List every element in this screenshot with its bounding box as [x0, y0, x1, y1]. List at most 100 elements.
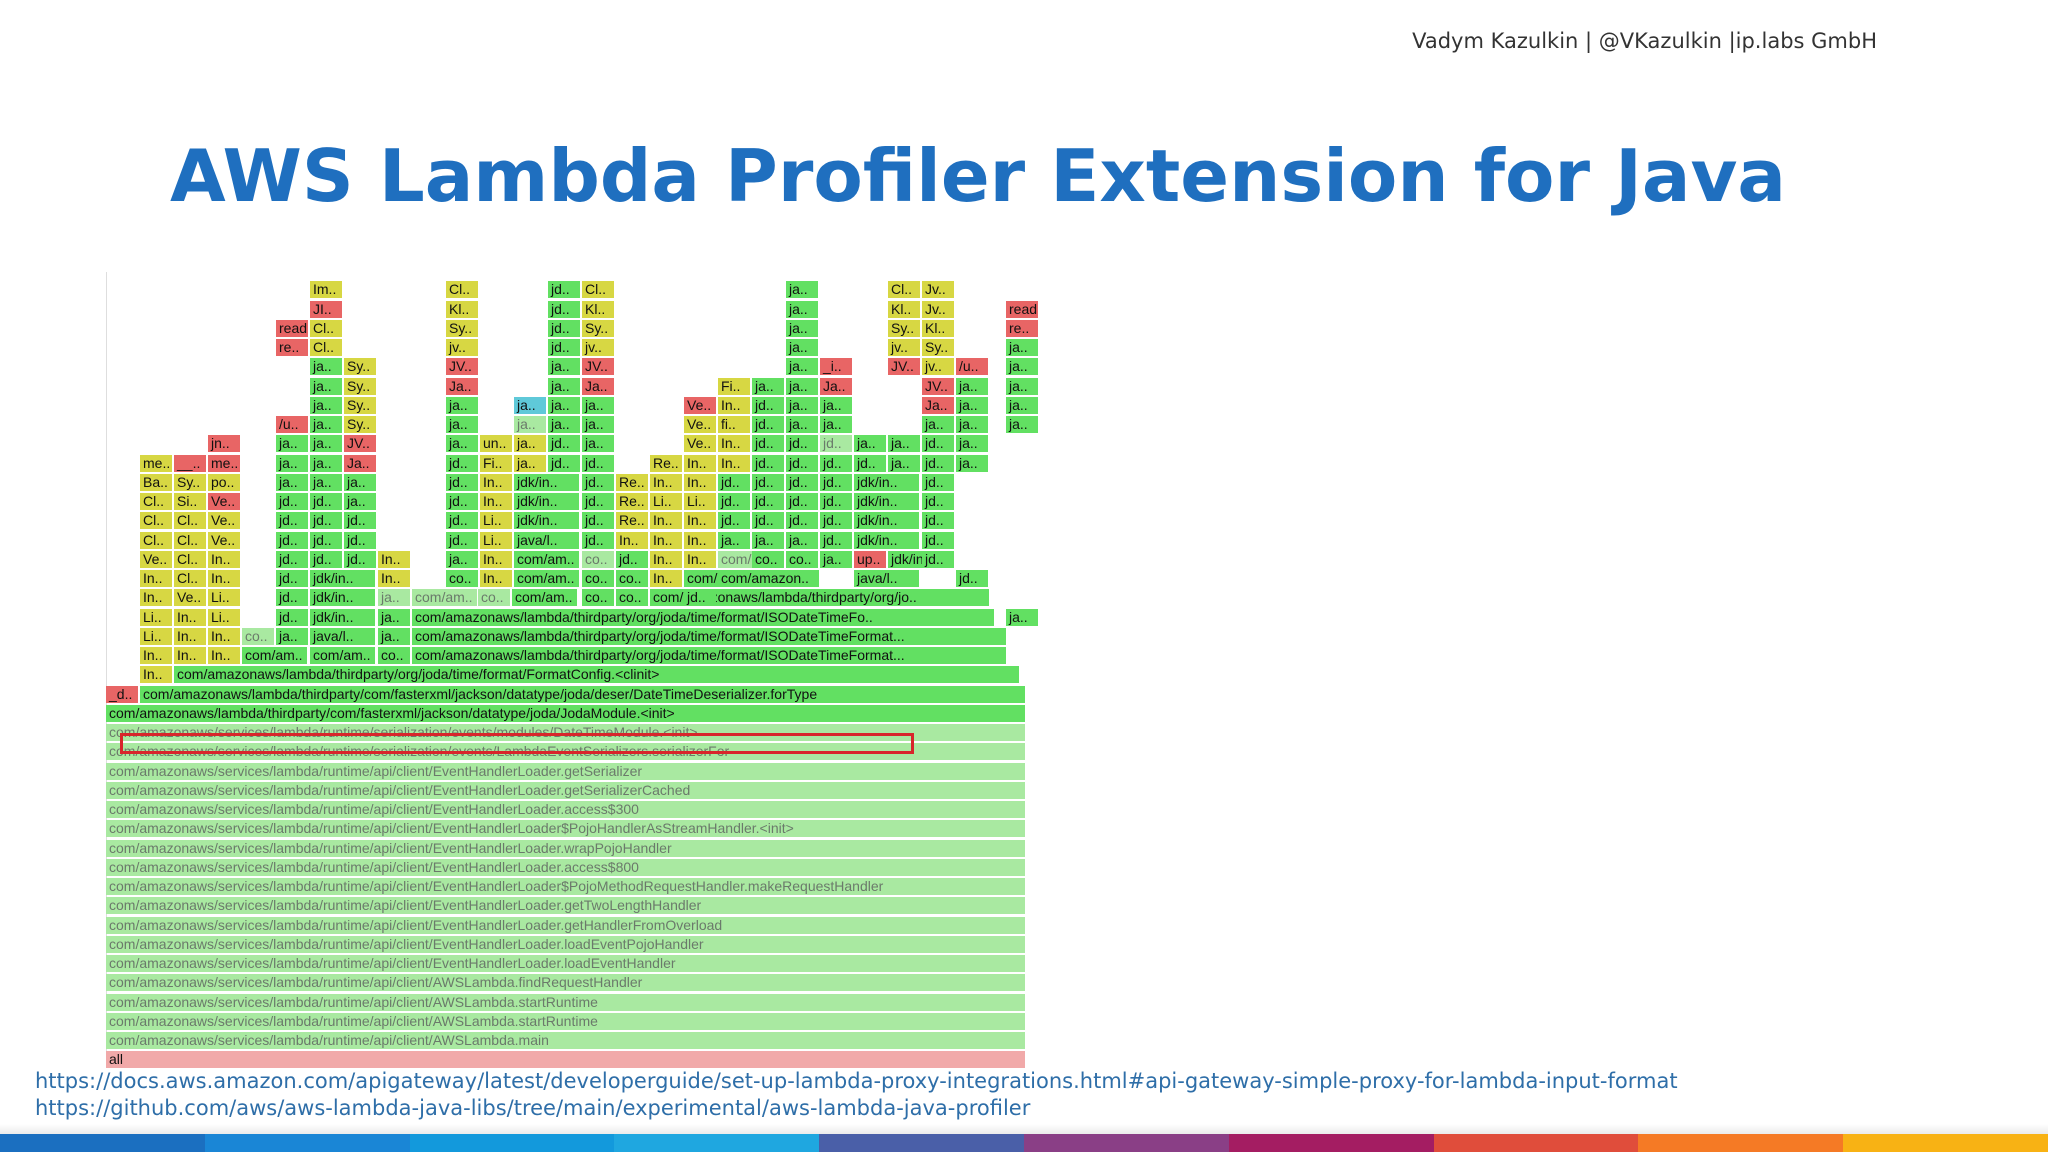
flame-frame[interactable]: ja.. — [752, 377, 784, 395]
flame-frame[interactable]: jd.. — [820, 473, 852, 491]
flame-frame[interactable]: jd.. — [786, 512, 818, 530]
flame-frame[interactable]: In.. — [174, 647, 206, 664]
flame-frame[interactable]: ja.. — [786, 531, 818, 549]
flame-frame[interactable]: jdk/in.. — [310, 570, 375, 587]
flame-frame[interactable]: jv.. — [446, 339, 478, 356]
flame-frame[interactable]: Li.. — [684, 493, 716, 510]
flame-frame[interactable]: jd.. — [718, 512, 750, 530]
flame-frame[interactable]: jdk/in.. — [854, 473, 919, 491]
flame-frame[interactable]: Fi.. — [480, 454, 512, 472]
flame-frame[interactable]: Sy.. — [582, 319, 614, 337]
flame-frame[interactable]: Ve.. — [208, 531, 240, 549]
flame-frame[interactable]: ja.. — [344, 473, 376, 491]
flame-frame[interactable]: jd.. — [276, 493, 308, 510]
flame-frame[interactable]: ja.. — [922, 416, 954, 433]
flame-frame[interactable]: ja.. — [582, 416, 614, 433]
flame-frame[interactable]: Re.. — [616, 473, 648, 491]
flame-frame[interactable]: In.. — [684, 454, 716, 472]
flame-frame[interactable]: ja.. — [548, 396, 580, 414]
flame-frame[interactable]: com/amazonaws/services/lambda/runtime/ap… — [106, 1032, 1025, 1049]
flame-frame[interactable]: com/amazonaws/lambda/thirdparty/org/joda… — [412, 627, 1006, 645]
flame-frame[interactable]: com/amazon.. — [718, 570, 817, 587]
flame-frame[interactable]: In.. — [718, 435, 750, 453]
flame-frame[interactable]: In.. — [650, 570, 682, 587]
flame-frame[interactable]: ja.. — [276, 454, 308, 472]
flame-frame[interactable]: In.. — [378, 570, 410, 587]
flame-frame[interactable]: java/l.. — [310, 627, 375, 645]
flame-frame[interactable]: ja.. — [1006, 339, 1038, 356]
flame-frame[interactable]: Sy.. — [446, 319, 478, 337]
flame-frame[interactable]: ja.. — [786, 300, 818, 318]
flame-frame[interactable]: ja.. — [956, 396, 988, 414]
flame-frame[interactable]: jd.. — [820, 493, 852, 510]
flame-frame[interactable]: com/amazonaws/lambda/thirdparty/org/joda… — [412, 647, 1006, 664]
flame-frame[interactable]: Cl.. — [174, 550, 206, 568]
flame-frame[interactable]: me.. — [208, 454, 240, 472]
flame-frame[interactable]: up.. — [854, 550, 886, 568]
flame-frame[interactable]: In.. — [480, 493, 512, 510]
flame-frame[interactable]: Re.. — [650, 454, 682, 472]
flame-frame[interactable]: fi.. — [718, 416, 750, 433]
flame-frame[interactable]: In.. — [480, 473, 512, 491]
flame-frame[interactable]: Sy.. — [922, 339, 954, 356]
flame-frame[interactable]: com/amazonaws/services/lambda/runtime/ap… — [106, 993, 1025, 1011]
reference-link-github[interactable]: https://github.com/aws/aws-lambda-java-l… — [35, 1096, 1031, 1120]
flame-frame[interactable]: jd.. — [922, 435, 954, 453]
flame-frame[interactable]: co.. — [752, 550, 784, 568]
flame-frame[interactable]: JV.. — [922, 377, 954, 395]
flame-frame[interactable]: com/amazonaws/services/lambda/runtime/ap… — [106, 1012, 1025, 1030]
flame-frame[interactable]: jd.. — [582, 512, 614, 530]
flame-frame[interactable]: ja.. — [310, 358, 342, 376]
flame-frame[interactable]: ja.. — [1006, 608, 1038, 626]
flame-frame[interactable]: un.. — [480, 435, 512, 453]
flame-frame[interactable]: jd.. — [344, 531, 376, 549]
flame-frame[interactable]: ja.. — [888, 435, 920, 453]
flame-frame[interactable]: com/amazonaws/services/lambda/runtime/ap… — [106, 762, 1025, 780]
flame-frame[interactable]: com/amazonaws/services/lambda/runtime/ap… — [106, 955, 1025, 972]
flame-frame[interactable]: jd.. — [276, 550, 308, 568]
flame-frame[interactable]: jd.. — [548, 435, 580, 453]
flame-frame[interactable]: jd.. — [752, 473, 784, 491]
flame-frame[interactable]: jd.. — [276, 589, 308, 607]
flame-frame[interactable]: ja.. — [514, 435, 546, 453]
flame-frame[interactable]: jd.. — [752, 435, 784, 453]
flame-frame[interactable]: Jv.. — [922, 300, 954, 318]
flame-frame[interactable]: jv.. — [888, 339, 920, 356]
flame-frame[interactable]: jd.. — [854, 454, 886, 472]
flame-frame[interactable]: jdk/in.. — [514, 493, 579, 510]
flame-frame[interactable]: co.. — [786, 550, 818, 568]
flame-frame[interactable]: jd.. — [922, 550, 954, 568]
flame-frame[interactable]: ja.. — [310, 454, 342, 472]
flame-frame[interactable]: ja.. — [956, 416, 988, 433]
flame-frame[interactable]: In.. — [378, 550, 410, 568]
flame-frame[interactable]: co.. — [582, 589, 614, 607]
flame-frame[interactable]: ja.. — [514, 454, 546, 472]
flame-frame[interactable]: ja.. — [276, 627, 308, 645]
flame-frame[interactable]: Ve.. — [174, 589, 206, 607]
flame-frame[interactable]: jd.. — [548, 281, 580, 299]
flame-frame[interactable]: jd.. — [276, 570, 308, 587]
flame-frame[interactable]: jd.. — [446, 512, 478, 530]
flame-frame[interactable]: In.. — [684, 550, 716, 568]
flame-frame[interactable]: ja.. — [276, 435, 308, 453]
flame-frame[interactable]: jd.. — [820, 435, 852, 453]
flame-frame[interactable]: ja.. — [276, 473, 308, 491]
flame-frame[interactable]: jdk/in.. — [514, 473, 579, 491]
flame-frame[interactable]: com/amazonaws/lambda/thirdparty/org/joda… — [412, 608, 994, 626]
flame-frame[interactable]: jd.. — [820, 454, 852, 472]
flame-frame[interactable]: jd.. — [786, 473, 818, 491]
flame-frame[interactable]: Sy.. — [174, 473, 206, 491]
flame-frame[interactable]: Li.. — [650, 493, 682, 510]
flame-frame[interactable]: Kl.. — [888, 300, 920, 318]
flame-frame[interactable]: com/am.. — [242, 647, 307, 664]
flame-frame[interactable]: In.. — [208, 550, 240, 568]
flame-frame[interactable]: Ve.. — [208, 512, 240, 530]
flame-frame[interactable]: com/am.. — [514, 570, 579, 587]
flame-frame[interactable]: ja.. — [378, 589, 410, 607]
flame-frame[interactable]: ja.. — [344, 493, 376, 510]
flame-frame[interactable]: In.. — [480, 550, 512, 568]
flame-frame[interactable]: In.. — [616, 531, 648, 549]
flame-frame[interactable]: ja.. — [786, 358, 818, 376]
flame-frame[interactable]: ja.. — [1006, 377, 1038, 395]
flame-frame[interactable]: jd.. — [922, 454, 954, 472]
